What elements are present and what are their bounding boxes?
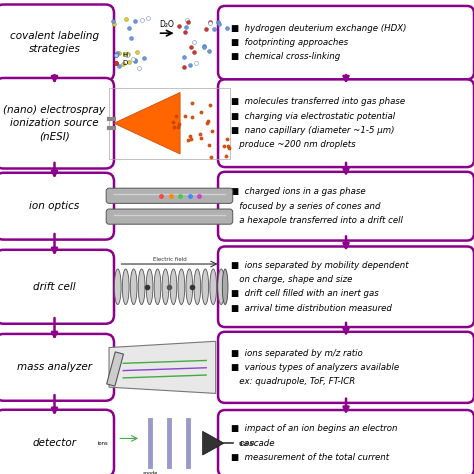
Text: ■  ions separated by mobility dependent: ■ ions separated by mobility dependent (231, 261, 409, 270)
Text: focused by a series of cones and: focused by a series of cones and (231, 202, 380, 210)
Text: ■  arrival time distribution measured: ■ arrival time distribution measured (231, 304, 392, 312)
Text: (nano) electrospray
ionization source
(nESI): (nano) electrospray ionization source (n… (3, 105, 106, 141)
FancyBboxPatch shape (0, 250, 114, 324)
Text: ■  impact of an ion begins an electron: ■ impact of an ion begins an electron (231, 425, 397, 433)
Text: ■  charging via electrostatic potential: ■ charging via electrostatic potential (231, 112, 395, 120)
FancyBboxPatch shape (106, 188, 233, 203)
Ellipse shape (130, 269, 137, 305)
Ellipse shape (222, 269, 228, 305)
Ellipse shape (178, 269, 185, 305)
Text: cascade: cascade (231, 439, 274, 447)
Ellipse shape (162, 269, 169, 305)
Text: Electric field: Electric field (153, 257, 186, 262)
Polygon shape (202, 431, 224, 455)
FancyBboxPatch shape (218, 410, 474, 474)
Ellipse shape (146, 269, 153, 305)
Text: ■  various types of analyzers available: ■ various types of analyzers available (231, 363, 399, 372)
Polygon shape (109, 341, 216, 393)
Ellipse shape (170, 269, 177, 305)
Ellipse shape (210, 269, 217, 305)
Text: ■  hydrogen deuterium exchange (HDX): ■ hydrogen deuterium exchange (HDX) (231, 24, 406, 33)
FancyBboxPatch shape (106, 209, 233, 224)
Text: on charge, shape and size: on charge, shape and size (231, 275, 352, 284)
Text: detector: detector (33, 438, 76, 448)
Ellipse shape (122, 269, 129, 305)
Ellipse shape (154, 269, 161, 305)
FancyBboxPatch shape (218, 332, 474, 403)
Text: ion optics: ion optics (29, 201, 80, 211)
Text: covalent labeling
strategies: covalent labeling strategies (10, 31, 99, 54)
FancyBboxPatch shape (218, 6, 474, 79)
FancyBboxPatch shape (0, 5, 114, 81)
FancyBboxPatch shape (218, 246, 474, 327)
Text: ■  drift cell filled with an inert gas: ■ drift cell filled with an inert gas (231, 290, 379, 298)
Bar (107, 352, 124, 386)
Ellipse shape (194, 269, 201, 305)
Ellipse shape (114, 269, 121, 305)
Text: ions: ions (97, 441, 108, 446)
Text: signal: signal (238, 441, 255, 446)
Text: H: H (122, 52, 128, 57)
Bar (109, 88, 230, 159)
Text: anode: anode (143, 471, 158, 474)
Ellipse shape (202, 269, 209, 305)
Text: ■  molecules transferred into gas phase: ■ molecules transferred into gas phase (231, 98, 405, 106)
Text: a hexapole transferred into a drift cell: a hexapole transferred into a drift cell (231, 216, 403, 225)
Text: ■  chemical cross-linking: ■ chemical cross-linking (231, 53, 340, 61)
Text: ■  charged ions in a gas phase: ■ charged ions in a gas phase (231, 188, 365, 196)
Ellipse shape (218, 269, 225, 305)
Text: ■  measurement of the total current: ■ measurement of the total current (231, 453, 389, 462)
Text: drift cell: drift cell (33, 282, 76, 292)
Text: mass analyzer: mass analyzer (17, 362, 92, 373)
Text: ex: quadrupole, ToF, FT-ICR: ex: quadrupole, ToF, FT-ICR (231, 377, 355, 386)
Text: ■  ions separated by m/z ratio: ■ ions separated by m/z ratio (231, 349, 363, 357)
FancyBboxPatch shape (0, 410, 114, 474)
Text: ■  footprinting approaches: ■ footprinting approaches (231, 38, 348, 47)
Text: D: D (122, 60, 128, 65)
FancyBboxPatch shape (218, 79, 474, 167)
FancyBboxPatch shape (0, 173, 114, 240)
Polygon shape (114, 92, 180, 154)
FancyBboxPatch shape (0, 334, 114, 401)
Ellipse shape (186, 269, 193, 305)
Text: ■  nano capillary (diameter ~1-5 μm): ■ nano capillary (diameter ~1-5 μm) (231, 126, 394, 135)
Text: D₂O: D₂O (160, 20, 174, 29)
FancyBboxPatch shape (0, 78, 114, 169)
Text: produce ~200 nm droplets: produce ~200 nm droplets (231, 140, 356, 149)
Ellipse shape (138, 269, 145, 305)
FancyBboxPatch shape (218, 172, 474, 241)
